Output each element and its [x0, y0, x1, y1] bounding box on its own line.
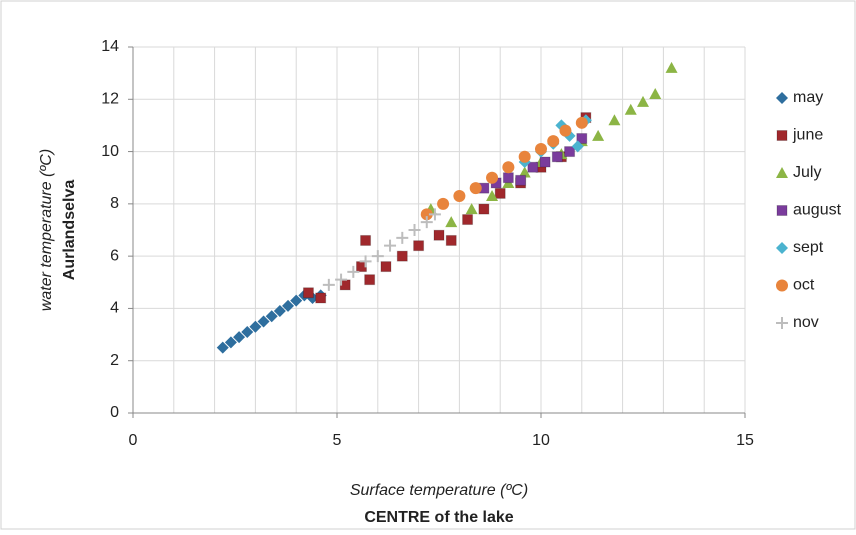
point [433, 229, 445, 241]
point [547, 135, 560, 148]
point [315, 292, 327, 304]
point [273, 305, 286, 318]
y-tick-label: 14 [101, 38, 119, 55]
point [360, 234, 372, 246]
point [347, 265, 360, 278]
legend-label: august [793, 202, 842, 219]
point [249, 320, 262, 333]
point [359, 255, 372, 268]
point [437, 197, 450, 210]
point [302, 287, 314, 299]
point [420, 208, 433, 221]
y-tick-label: 8 [110, 195, 119, 212]
point [408, 224, 421, 236]
point [453, 190, 466, 203]
legend-marker [776, 167, 788, 178]
legend-label: oct [793, 277, 815, 294]
point [478, 203, 490, 215]
x-tick-label: 5 [333, 432, 342, 449]
point [241, 325, 254, 338]
y-tick-label: 6 [110, 247, 119, 264]
point [445, 234, 457, 246]
point [282, 299, 295, 312]
y-tick-label: 2 [110, 352, 119, 369]
point [649, 88, 662, 100]
point [420, 216, 433, 229]
legend-marker [776, 317, 788, 329]
point [364, 274, 376, 286]
legend-marker [776, 279, 788, 292]
point [494, 187, 506, 199]
point [465, 203, 478, 215]
y-axis-label-2: Aurlandselva [61, 180, 78, 281]
point [515, 174, 527, 186]
legend-label: june [792, 127, 823, 144]
x-axis-label: Surface temperature (ºC) [350, 482, 528, 499]
legend-label: may [793, 89, 823, 106]
point [486, 171, 499, 184]
point [539, 156, 551, 168]
point [575, 116, 588, 129]
point [233, 331, 246, 344]
point [518, 166, 531, 178]
point [502, 161, 515, 174]
point [592, 129, 605, 141]
point [290, 294, 303, 307]
point [665, 61, 678, 73]
point [624, 103, 637, 115]
point [380, 261, 392, 273]
point [462, 214, 474, 226]
point [428, 208, 441, 221]
point [384, 239, 397, 252]
point [469, 182, 482, 195]
point [396, 231, 409, 244]
point [322, 278, 335, 291]
legend-marker [776, 205, 788, 216]
x-tick-label: 10 [532, 432, 550, 449]
point [224, 336, 237, 349]
point [535, 142, 547, 155]
legend-label: nov [793, 314, 819, 331]
point [486, 190, 499, 202]
legend-marker [776, 130, 788, 141]
point [371, 250, 384, 263]
y-tick-label: 4 [110, 300, 119, 317]
y-tick-label: 0 [110, 404, 119, 421]
x-axis-label-2: CENTRE of the lake [364, 509, 513, 526]
point [518, 150, 531, 163]
point [257, 315, 270, 328]
point [265, 310, 278, 323]
legend-marker [776, 92, 788, 104]
point [564, 146, 576, 158]
point [527, 161, 539, 173]
point [413, 240, 425, 252]
y-axis-label: water temperature (ºC) [38, 149, 55, 311]
y-tick-label: 12 [101, 91, 119, 108]
point [559, 124, 572, 137]
point [396, 250, 408, 262]
legend-marker [776, 242, 788, 254]
point [576, 133, 588, 144]
point [637, 95, 649, 107]
point [445, 216, 458, 228]
point [608, 114, 621, 126]
legend-label: July [793, 164, 821, 181]
x-tick-label: 0 [129, 432, 138, 449]
point [502, 172, 514, 184]
point [216, 341, 229, 354]
point [571, 140, 584, 153]
legend-label: sept [793, 239, 824, 256]
x-tick-label: 15 [736, 432, 754, 449]
y-tick-label: 10 [101, 143, 119, 160]
point [551, 151, 563, 163]
point [335, 273, 348, 286]
